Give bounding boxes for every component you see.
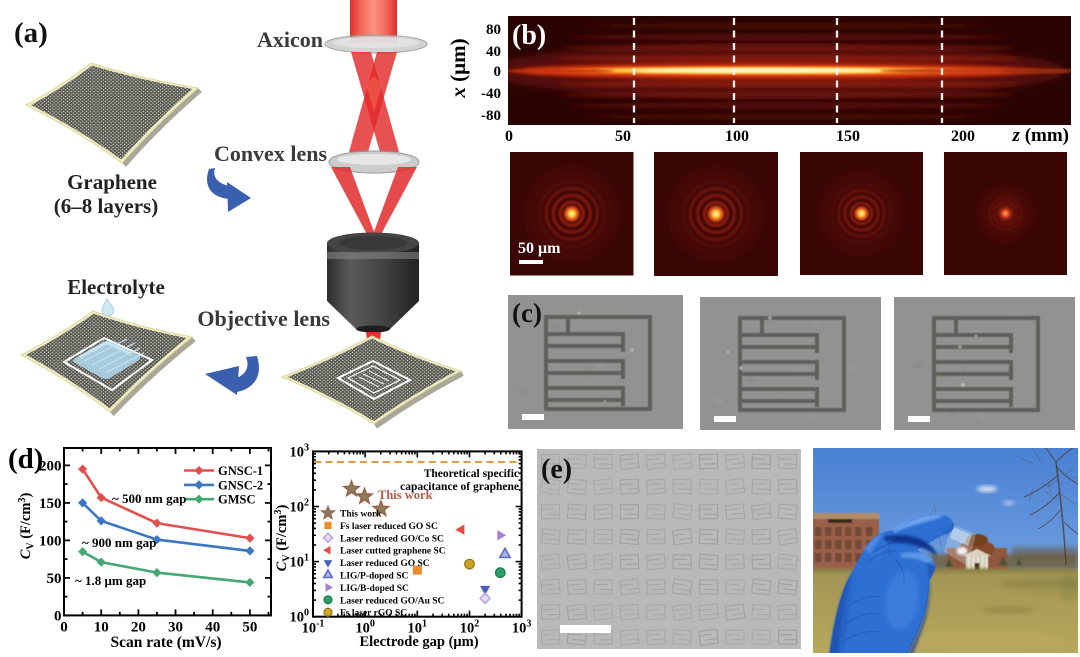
svg-text:Scan rate (mV/s): Scan rate (mV/s) bbox=[110, 634, 221, 651]
svg-text:Axicon: Axicon bbox=[257, 27, 323, 52]
svg-text:103: 103 bbox=[512, 619, 532, 637]
svg-text:GMSC: GMSC bbox=[218, 493, 256, 507]
svg-text:-40: -40 bbox=[481, 86, 501, 102]
svg-text:50: 50 bbox=[615, 128, 631, 145]
svg-text:200: 200 bbox=[951, 128, 975, 145]
svg-text:0: 0 bbox=[494, 64, 502, 80]
svg-text:40: 40 bbox=[486, 44, 501, 60]
svg-text:Theoretical specific: Theoretical specific bbox=[424, 468, 519, 480]
svg-text:(b): (b) bbox=[512, 20, 546, 51]
svg-text:100: 100 bbox=[39, 533, 62, 549]
svg-text:Laser reduced GO/Co SC: Laser reduced GO/Co SC bbox=[340, 534, 444, 544]
svg-text:30: 30 bbox=[168, 619, 183, 635]
svg-text:(a): (a) bbox=[14, 17, 48, 49]
svg-text:50: 50 bbox=[47, 571, 62, 587]
svg-text:(c): (c) bbox=[512, 298, 542, 328]
svg-text:0: 0 bbox=[60, 619, 68, 635]
svg-text:20: 20 bbox=[131, 619, 146, 635]
svg-text:Fs laser rGO SC: Fs laser rGO SC bbox=[340, 609, 407, 619]
svg-text:GNSC-1: GNSC-1 bbox=[218, 464, 263, 478]
svg-text:Laser reduced GO SC: Laser reduced GO SC bbox=[340, 559, 430, 569]
svg-text:GNSC-2: GNSC-2 bbox=[218, 478, 263, 492]
svg-text:CV (F/cm3): CV (F/cm3) bbox=[273, 505, 293, 572]
svg-text:Convex lens: Convex lens bbox=[214, 141, 328, 166]
svg-text:100: 100 bbox=[725, 128, 749, 145]
svg-text:This work: This work bbox=[340, 510, 382, 520]
svg-text:50 μm: 50 μm bbox=[518, 240, 561, 257]
svg-text:Laser reduced GO/Au SC: Laser reduced GO/Au SC bbox=[340, 596, 445, 606]
svg-text:103: 103 bbox=[290, 442, 310, 460]
svg-text:0: 0 bbox=[505, 128, 513, 145]
svg-text:Graphene: Graphene bbox=[67, 170, 157, 194]
svg-text:10-1: 10-1 bbox=[302, 619, 325, 637]
svg-text:150: 150 bbox=[39, 496, 62, 512]
svg-text:~ 1.8 μm gap: ~ 1.8 μm gap bbox=[75, 573, 146, 588]
svg-text:150: 150 bbox=[836, 128, 860, 145]
svg-text:~ 500 nm gap: ~ 500 nm gap bbox=[112, 491, 186, 506]
svg-text:(6–8 layers): (6–8 layers) bbox=[54, 194, 158, 218]
svg-text:Fs laser reduced GO SC: Fs laser reduced GO SC bbox=[340, 522, 438, 532]
svg-text:40: 40 bbox=[205, 619, 220, 635]
svg-text:x (μm): x (μm) bbox=[446, 38, 470, 98]
svg-text:-80: -80 bbox=[481, 108, 501, 124]
svg-text:10: 10 bbox=[94, 619, 109, 635]
svg-text:(d): (d) bbox=[8, 443, 43, 475]
svg-text:50: 50 bbox=[242, 619, 257, 635]
svg-text:capacitance of graphene: capacitance of graphene bbox=[400, 481, 519, 493]
svg-text:(e): (e) bbox=[541, 454, 572, 485]
svg-text:Laser cutted graphene SC: Laser cutted graphene SC bbox=[340, 547, 446, 557]
svg-text:102: 102 bbox=[290, 498, 310, 516]
svg-text:z (mm): z (mm) bbox=[1012, 125, 1069, 146]
svg-text:0: 0 bbox=[54, 608, 62, 624]
svg-text:Electrode gap (μm): Electrode gap (μm) bbox=[359, 634, 478, 650]
svg-text:LIG/B-doped SC: LIG/B-doped SC bbox=[340, 584, 409, 594]
svg-text:LIG/P-doped SC: LIG/P-doped SC bbox=[340, 572, 409, 582]
svg-text:Electrolyte: Electrolyte bbox=[67, 275, 165, 299]
svg-text:80: 80 bbox=[486, 22, 501, 38]
svg-text:This work: This work bbox=[378, 488, 433, 502]
svg-text:CV (F/cm3): CV (F/cm3) bbox=[17, 493, 37, 560]
svg-text:~ 900 nm gap: ~ 900 nm gap bbox=[82, 535, 156, 550]
svg-text:200: 200 bbox=[39, 458, 62, 474]
svg-text:Objective lens: Objective lens bbox=[197, 306, 330, 331]
